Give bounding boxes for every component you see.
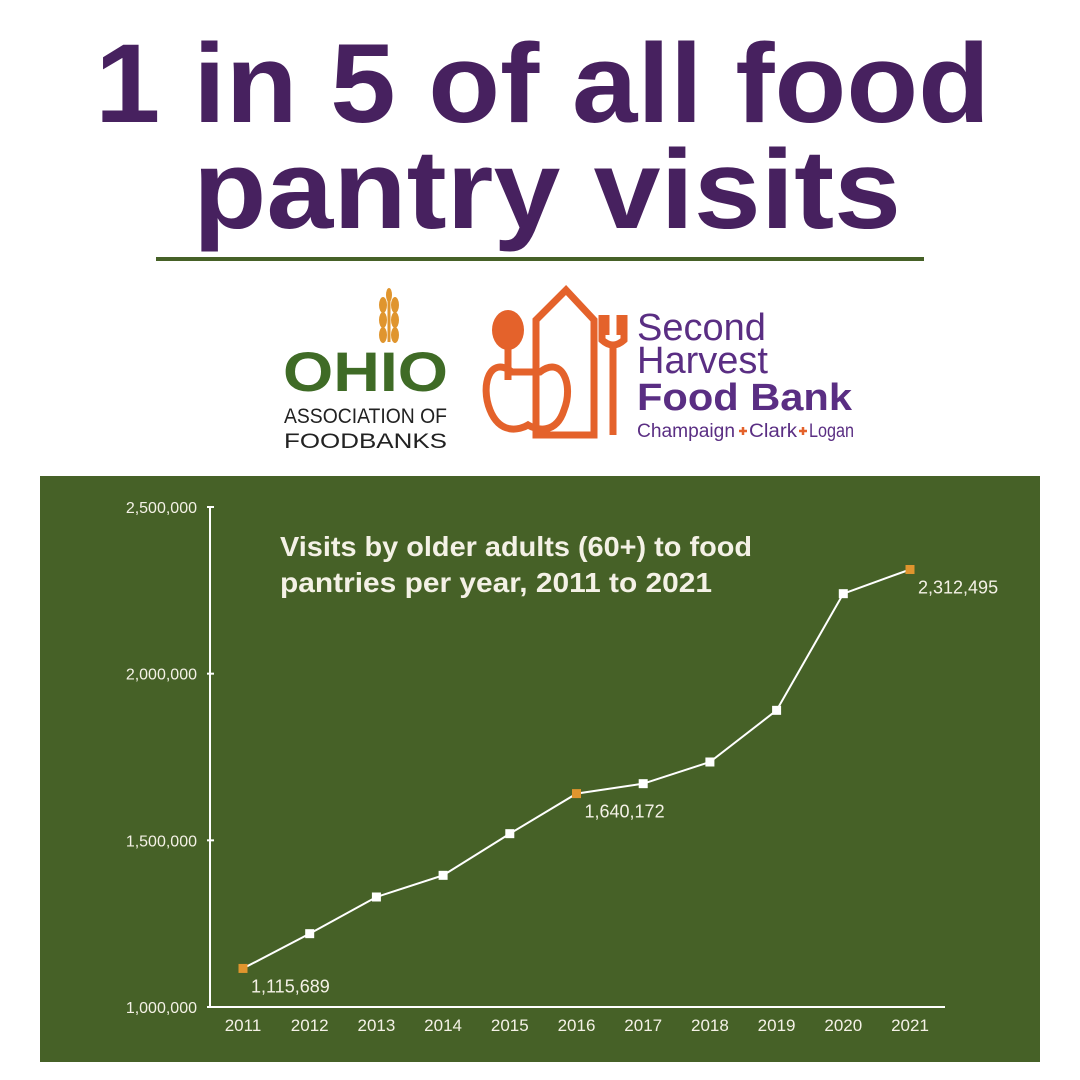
chart-title: pantries per year, 2011 to 2021 [280, 567, 712, 598]
x-tick-label: 2017 [624, 1016, 662, 1035]
point [438, 870, 448, 880]
point [238, 963, 248, 973]
x-tick-label: 2021 [891, 1016, 929, 1035]
logo-text: OHIO [283, 340, 448, 403]
ohio-logo: OHIO ASSOCIATION OF FOODBANKS [283, 288, 448, 453]
point [505, 829, 515, 839]
point [705, 757, 715, 767]
data-label: 2,312,495 [918, 578, 998, 598]
x-tick-label: 2019 [758, 1016, 796, 1035]
y-tick-label: 1,000,000 [126, 1000, 197, 1017]
logo-text: Second [637, 307, 766, 349]
x-tick-label: 2018 [691, 1016, 729, 1035]
y-tick-label: 2,000,000 [126, 667, 197, 684]
headline: 1 in 5 of all food [95, 21, 990, 146]
chart-background [40, 476, 1040, 1062]
data-label: 1,115,689 [251, 976, 330, 996]
data-label: 1,640,172 [585, 802, 665, 822]
logo-text: ASSOCIATION OF [284, 405, 447, 428]
logo-text: Champaign [637, 421, 735, 442]
point [638, 779, 648, 789]
chart-title: Visits by older adults (60+) to food [280, 531, 752, 562]
point [772, 705, 782, 715]
headline: pantry visits [193, 127, 901, 252]
second-harvest-logo: Second Harvest Food Bank Champaign Clark… [482, 284, 854, 442]
x-tick-label: 2016 [558, 1016, 596, 1035]
x-tick-label: 2013 [357, 1016, 395, 1035]
x-tick-label: 2014 [424, 1016, 462, 1035]
x-tick-label: 2020 [824, 1016, 862, 1035]
point [572, 789, 581, 799]
point [371, 892, 381, 902]
logo-text: Logan [809, 421, 854, 442]
logo-text: Clark [749, 421, 798, 442]
point [305, 929, 315, 939]
x-tick-label: 2011 [225, 1016, 262, 1035]
x-tick-label: 2015 [491, 1016, 529, 1035]
logo-text: Harvest [637, 340, 768, 382]
point [838, 589, 848, 599]
y-tick-label: 2,500,000 [126, 500, 197, 517]
logo-text: Food Bank [637, 377, 853, 419]
point [905, 565, 915, 575]
y-tick-label: 1,500,000 [126, 833, 197, 850]
logo-text: FOODBANKS [284, 430, 447, 453]
x-tick-label: 2012 [291, 1016, 329, 1035]
